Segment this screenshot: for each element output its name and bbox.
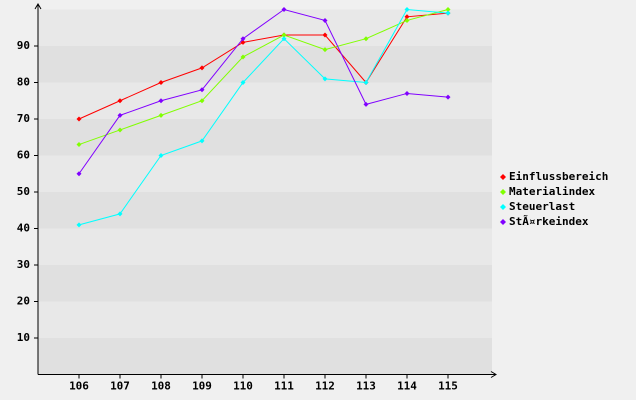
y-tick-label: 50 <box>17 185 30 198</box>
point <box>281 36 287 42</box>
series-line <box>78 12 449 120</box>
y-axis-arrow <box>34 3 42 10</box>
point <box>445 10 451 16</box>
series-line <box>78 8 449 175</box>
point <box>322 32 328 38</box>
plot-band <box>38 265 492 302</box>
point <box>76 222 82 228</box>
x-tick-label: 108 <box>151 380 171 393</box>
point <box>322 76 328 82</box>
point <box>158 98 164 104</box>
point <box>240 54 246 60</box>
point <box>445 94 451 100</box>
legend-marker <box>500 204 506 210</box>
point <box>117 211 123 217</box>
point <box>445 7 451 12</box>
point <box>158 80 164 85</box>
point <box>404 17 410 23</box>
series-line <box>78 9 449 146</box>
x-tick-label: 114 <box>397 380 417 393</box>
plot-band <box>38 338 492 375</box>
point <box>76 171 82 177</box>
point <box>281 7 287 12</box>
x-tick-label: 111 <box>274 380 294 393</box>
point <box>363 36 369 42</box>
point <box>158 153 164 158</box>
point <box>404 14 410 20</box>
point <box>199 87 205 93</box>
x-tick-label: 110 <box>233 380 253 393</box>
x-tick-label: 109 <box>192 380 212 393</box>
point <box>117 127 123 133</box>
plot-band <box>38 119 492 156</box>
point <box>240 39 246 45</box>
y-tick-label: 80 <box>17 76 30 89</box>
x-tick-label: 106 <box>69 380 89 393</box>
y-tick-label: 70 <box>17 112 30 125</box>
point <box>117 112 123 118</box>
point <box>76 116 82 122</box>
y-tick-label: 40 <box>17 222 30 235</box>
point <box>76 142 82 148</box>
x-tick-label: 107 <box>110 380 130 393</box>
point <box>240 80 246 85</box>
plot-band <box>38 228 492 265</box>
legend-marker <box>500 189 506 195</box>
y-tick-label: 90 <box>17 39 30 52</box>
x-tick-label: 113 <box>356 380 376 393</box>
point <box>240 36 246 42</box>
point <box>199 138 205 144</box>
point <box>322 47 328 53</box>
point <box>199 65 205 71</box>
legend-label: Steuerlast <box>509 200 575 213</box>
point <box>281 32 287 38</box>
legend-label: StÃ¤rkeindex <box>509 215 589 228</box>
point <box>117 98 123 104</box>
legend-label: Einflussbereich <box>509 170 608 183</box>
point <box>322 17 328 23</box>
point <box>158 112 164 118</box>
y-tick-label: 60 <box>17 149 30 162</box>
point <box>404 90 410 96</box>
legend-marker <box>500 219 506 225</box>
plot-band <box>38 155 492 192</box>
series-line <box>78 8 449 226</box>
legend-marker <box>500 174 506 180</box>
plot-band <box>38 46 492 83</box>
point <box>199 98 205 104</box>
x-tick-label: 115 <box>438 380 458 393</box>
point <box>363 80 369 85</box>
plot-band <box>38 82 492 119</box>
plot-band <box>38 192 492 229</box>
x-axis-arrow <box>490 371 497 378</box>
y-tick-label: 30 <box>17 258 30 271</box>
point <box>404 7 410 12</box>
y-tick-label: 20 <box>17 295 30 308</box>
plot-band <box>38 301 492 338</box>
point <box>363 101 369 107</box>
x-tick-label: 112 <box>315 380 335 393</box>
y-tick-label: 10 <box>17 331 30 344</box>
legend-label: Materialindex <box>509 185 595 198</box>
